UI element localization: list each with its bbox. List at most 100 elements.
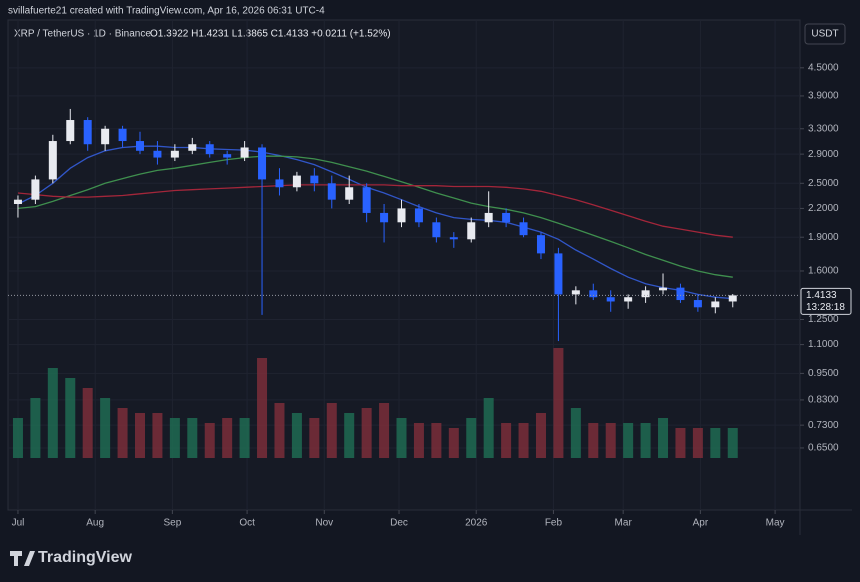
x-tick-label: Nov [315, 518, 333, 529]
volume-bar [623, 423, 634, 458]
volume-bar [12, 418, 23, 458]
x-tick-label: May [766, 518, 785, 529]
candle-body [205, 144, 214, 155]
volume-bar [361, 408, 372, 458]
candle-body [292, 175, 301, 188]
volume-bar [518, 423, 529, 458]
candle-body [48, 141, 57, 180]
volume-bar [727, 428, 738, 458]
x-tick-label: Apr [693, 518, 709, 529]
y-tick-label: 3.9000 [808, 91, 839, 102]
volume-bar [82, 388, 93, 458]
candle-body [728, 295, 737, 302]
volume-bar [431, 423, 442, 458]
volume-bar [553, 348, 564, 458]
candle-body [345, 187, 354, 200]
volume-bar [710, 428, 721, 458]
y-tick-label: 3.3000 [808, 123, 839, 134]
candle-body [170, 150, 179, 158]
y-tick-label: 2.5000 [808, 178, 839, 189]
y-tick-label: 1.2500 [808, 314, 839, 325]
volume-bar [501, 423, 512, 458]
candle-body [449, 237, 458, 240]
volume-bar [692, 428, 703, 458]
x-tick-label: Aug [86, 518, 104, 529]
volume-bar [100, 398, 111, 458]
candle-body [693, 300, 702, 308]
candle-body [101, 128, 110, 145]
volume-bar [47, 368, 58, 458]
candle-body [711, 301, 720, 308]
candle-body [571, 290, 580, 295]
y-tick-label: 0.9500 [808, 368, 839, 379]
volume-bar [257, 358, 268, 458]
volume-bar [204, 423, 215, 458]
moving-average [17, 155, 733, 278]
x-tick-label: Jul [12, 518, 25, 529]
volume-bar [675, 428, 686, 458]
candle-body [606, 297, 615, 302]
y-tick-label: 4.5000 [808, 62, 839, 73]
candle-body [31, 179, 40, 200]
volume-bar [605, 423, 616, 458]
symbol: XRP / TetherUS · 1D · Binance [14, 29, 151, 40]
currency[interactable]: USDT [811, 29, 838, 40]
candle-body [641, 290, 650, 298]
volume-bar [309, 418, 320, 458]
volume-bar [291, 413, 302, 458]
volume-bar [135, 413, 145, 458]
candle-body [432, 222, 441, 238]
candle-body [397, 208, 406, 223]
candle-body [118, 128, 127, 142]
candle-body [676, 287, 685, 301]
volume-bar [30, 398, 41, 458]
volume-bar [169, 418, 180, 458]
volume-bar [535, 413, 546, 458]
candle-body [188, 144, 197, 151]
candle-body [624, 297, 633, 302]
x-tick-label: Sep [163, 518, 181, 529]
y-tick-label: 0.6500 [808, 443, 839, 454]
volume-bar [413, 423, 424, 458]
candle-body [223, 154, 232, 158]
volume-bar [588, 423, 599, 458]
grid [8, 20, 800, 510]
volume-bar [483, 398, 494, 458]
candle-body [484, 212, 493, 223]
y-tick-label: 0.8300 [808, 395, 839, 406]
countdown: 13:28:18 [806, 302, 845, 313]
volume-bar [379, 403, 390, 458]
volume-bar [65, 378, 76, 458]
candle-body [554, 253, 563, 295]
volume-bar [570, 408, 581, 458]
candle-body [240, 147, 249, 158]
candle-body [589, 290, 598, 298]
logo-text: TradingView [38, 549, 133, 566]
volume-bar [326, 403, 337, 458]
candle-body [502, 212, 511, 223]
last-price-label: 1.4133 [806, 290, 837, 301]
currency-box[interactable] [804, 23, 846, 45]
volume-bar [274, 403, 285, 458]
candle-body [380, 212, 389, 223]
volume-bar [239, 418, 250, 458]
y-tick-label: 2.9000 [808, 149, 839, 160]
volume-bar [448, 428, 459, 458]
candle-body [414, 208, 423, 223]
x-tick-label: Feb [545, 518, 563, 529]
candle-body [136, 141, 144, 151]
volume-bar [152, 413, 163, 458]
ohlc: O1.3922 H1.4231 L1.3865 C1.4133 +0.0211 … [150, 29, 391, 40]
candle-body [536, 235, 545, 254]
candle-body [519, 222, 528, 236]
candle-body [362, 187, 371, 213]
volume-bar [466, 418, 477, 458]
y-tick-label: 1.9000 [808, 232, 839, 243]
volume-bar [658, 418, 669, 458]
x-tick-label: Dec [390, 518, 408, 529]
moving-average [17, 184, 733, 238]
y-tick-label: 1.6000 [808, 266, 839, 277]
candle-body [153, 150, 162, 158]
